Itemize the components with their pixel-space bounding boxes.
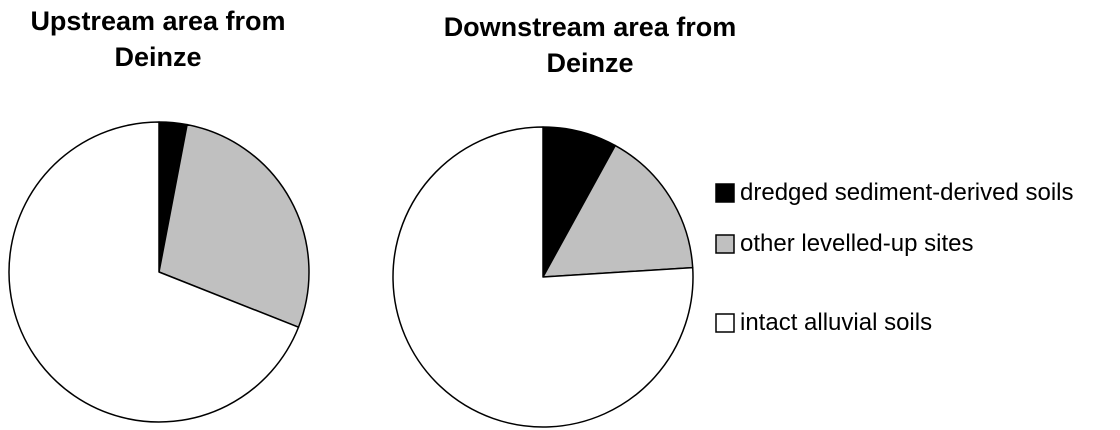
legend-label: intact alluvial soils bbox=[740, 309, 933, 336]
legend-label: dredged sediment-derived soils bbox=[740, 179, 1074, 206]
legend-swatch bbox=[715, 183, 735, 203]
pie-slice bbox=[542, 144, 694, 278]
chart-title: Upstream area from bbox=[30, 6, 285, 36]
pie-slice bbox=[8, 121, 300, 423]
chart-title: Deinze bbox=[546, 48, 633, 78]
pie-slice bbox=[158, 123, 310, 328]
chart-title: Downstream area from bbox=[444, 12, 737, 42]
chart-title: Deinze bbox=[114, 42, 201, 72]
legend-swatch bbox=[715, 313, 735, 333]
pie-slice bbox=[392, 126, 694, 428]
legend-swatch bbox=[715, 234, 735, 254]
legend-label: other levelled-up sites bbox=[740, 230, 974, 257]
